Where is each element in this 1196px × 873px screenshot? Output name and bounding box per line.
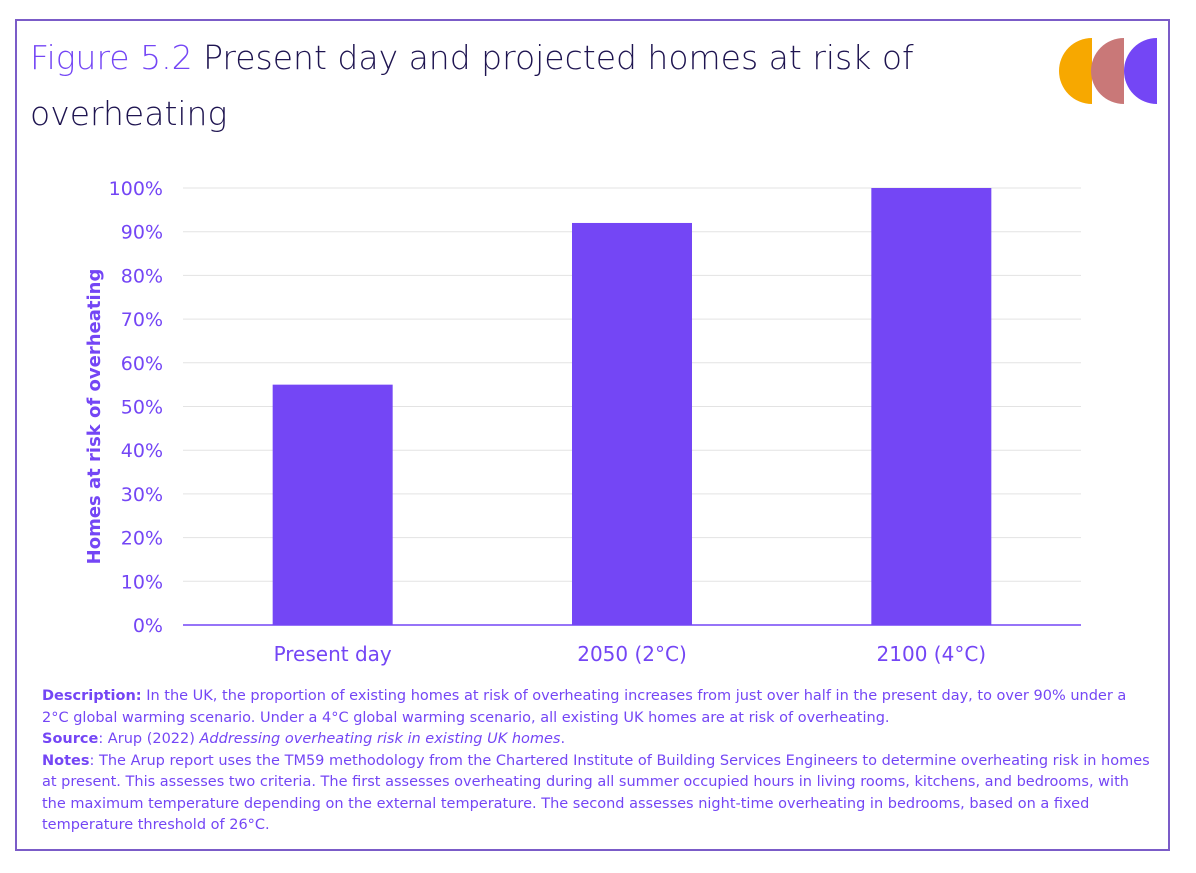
y-tick-label: 10% (121, 571, 163, 593)
notes-text: : The Arup report uses the TM59 methodol… (42, 752, 1150, 834)
bar-chart: 0% 10% 20% 30% 40% 50% 60% 70% 80% 90% 100% Presen… (84, 178, 1081, 666)
description-text: In the UK, the proportion of existing ho… (42, 688, 1127, 726)
figure-title: Figure 5.2 Present day and projected hom… (30, 30, 990, 142)
notes-label: Notes (42, 752, 90, 769)
y-tick-label: 30% (121, 484, 163, 506)
logo-rose-half-disc (1091, 38, 1124, 104)
y-tick-label: 70% (121, 309, 163, 331)
source-paragraph: Source: Arup (2022) Addressing overheati… (42, 729, 1152, 751)
logo-orange-half-disc (1059, 38, 1092, 104)
bar (871, 188, 992, 625)
figure-number: Figure 5.2 (30, 38, 193, 77)
bars (272, 188, 992, 625)
description-paragraph: Description: In the UK, the proportion o… (42, 686, 1152, 729)
y-tick-label: 100% (109, 178, 163, 200)
source-label: Source (42, 731, 99, 747)
y-tick-label: 50% (121, 397, 163, 419)
figure-frame (15, 19, 1170, 851)
y-tick-label: 60% (121, 353, 163, 375)
y-tick-label: 90% (121, 222, 163, 244)
y-tick-label: 0% (133, 615, 163, 637)
y-tick-label: 40% (121, 440, 163, 462)
bar (572, 222, 692, 625)
figure-title-text: Present day and projected homes at risk … (30, 38, 914, 133)
y-axis-label: Homes at risk of overheating (84, 269, 105, 565)
figure-notes: Description: In the UK, the proportion o… (42, 686, 1152, 837)
description-label: Description: (42, 688, 142, 704)
source-title: Addressing overheating risk in existing … (199, 731, 561, 747)
x-tick-label: Present day (274, 642, 392, 666)
y-tick-label: 20% (121, 528, 163, 550)
y-tick-label: 80% (121, 265, 163, 287)
x-tick-label: 2100 (4°C) (877, 642, 987, 666)
x-axis-ticks: Present day 2050 (2°C) 2100 (4°C) (274, 642, 987, 666)
source-prefix: : Arup (2022) (98, 731, 200, 747)
notes-paragraph: Notes: The Arup report uses the TM59 met… (42, 751, 1152, 837)
x-tick-label: 2050 (2°C) (577, 642, 687, 666)
logo-violet-half-disc (1124, 38, 1157, 104)
brand-logo (1059, 38, 1157, 104)
source-suffix: . (560, 731, 566, 747)
y-axis-ticks: 0% 10% 20% 30% 40% 50% 60% 70% 80% 90% 100% (109, 178, 163, 637)
bar (272, 384, 393, 625)
